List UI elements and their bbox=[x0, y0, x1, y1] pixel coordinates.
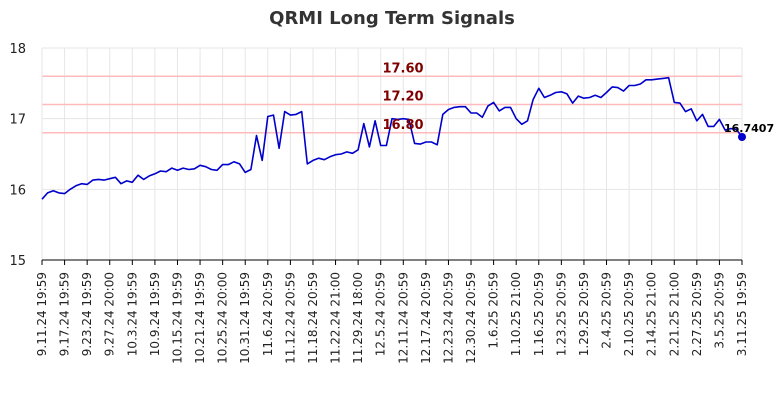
chart-title: QRMI Long Term Signals bbox=[269, 8, 515, 29]
x-tick-label: 11.22.24 21:00 bbox=[329, 272, 343, 364]
x-tick-label: 1.23.25 20:59 bbox=[554, 272, 568, 356]
x-tick-label: 12.5.24 20:59 bbox=[374, 272, 388, 356]
x-tick-label: 1.10.25 21:00 bbox=[509, 272, 523, 356]
x-tick-label: 2.14.25 21:00 bbox=[645, 272, 659, 356]
x-tick-label: 11.29.24 18:00 bbox=[351, 272, 365, 364]
x-tick-label: 12.23.24 20:59 bbox=[441, 272, 455, 364]
grid-lines bbox=[41, 47, 743, 261]
x-tick-label: 2.10.25 20:59 bbox=[622, 272, 636, 356]
y-tick-label: 18 bbox=[9, 42, 26, 57]
x-tick-label: 1.16.25 20:59 bbox=[532, 272, 546, 356]
x-tick-label: 2.27.25 20:59 bbox=[690, 272, 704, 356]
chart-labels: 17.60 17.20 16.80 16.7407 bbox=[382, 61, 774, 135]
x-tick-label: 10.15.24 19:59 bbox=[170, 272, 184, 364]
x-tick-label: 11.6.24 20:59 bbox=[261, 272, 275, 356]
x-tick-label: 1.29.25 20:59 bbox=[577, 272, 591, 356]
x-tick-label: 12.30.24 20:59 bbox=[464, 272, 478, 364]
x-tick-label: 9.17.24 19:59 bbox=[58, 272, 72, 356]
last-value-point bbox=[738, 132, 746, 141]
axes: 15 16 17 18 9.11.24 19:59 9.17.24 19:59 9.23.2… bbox=[9, 42, 749, 364]
x-tick-label: 3.5.25 20:59 bbox=[712, 272, 726, 349]
x-tick-label: 3.11.25 19:59 bbox=[735, 272, 749, 356]
y-tick-label: 16 bbox=[9, 183, 26, 198]
signal-level-label: 16.80 bbox=[382, 118, 423, 133]
y-tick-label: 17 bbox=[9, 113, 26, 128]
series-line bbox=[41, 76, 743, 200]
signal-level-label: 17.60 bbox=[382, 61, 423, 76]
x-tick-label: 9.11.24 19:59 bbox=[35, 272, 49, 356]
x-tick-label: 9.23.24 19:59 bbox=[80, 272, 94, 356]
x-tick-label: 2.21.25 21:00 bbox=[667, 272, 681, 356]
x-tick-label: 11.12.24 20:59 bbox=[283, 272, 297, 364]
signal-levels bbox=[42, 75, 742, 134]
x-tick-label: 12.11.24 20:59 bbox=[396, 272, 410, 364]
x-tick-label: 9.27.24 20:00 bbox=[103, 272, 117, 356]
x-tick-label: 1.6.25 20:59 bbox=[487, 272, 501, 349]
x-tick-label: 10.9.24 19:59 bbox=[148, 272, 162, 356]
x-tick-label: 10.3.24 19:59 bbox=[125, 272, 139, 356]
last-value-label: 16.7407 bbox=[724, 122, 774, 135]
x-tick-label: 12.17.24 20:59 bbox=[419, 272, 433, 364]
x-tick-label: 10.25.24 20:00 bbox=[216, 272, 230, 364]
signal-level-label: 17.20 bbox=[382, 90, 423, 105]
x-tick-label: 11.18.24 20:59 bbox=[306, 272, 320, 364]
x-tick-label: 10.31.24 19:59 bbox=[238, 272, 252, 364]
y-tick-label: 15 bbox=[9, 254, 26, 269]
x-tick-label: 10.21.24 19:59 bbox=[193, 272, 207, 364]
series-line-group bbox=[41, 76, 746, 200]
x-tick-label: 2.4.25 20:59 bbox=[600, 272, 614, 349]
